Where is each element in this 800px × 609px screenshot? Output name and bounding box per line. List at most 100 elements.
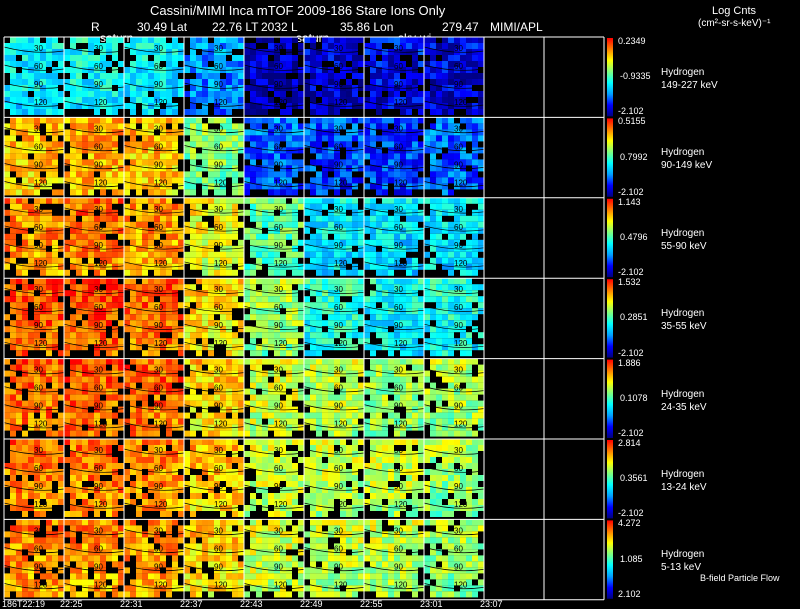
contour-line [423, 225, 485, 232]
colorbar-min: -2.102 [618, 267, 644, 278]
colorbar-mid: 0.4796 [620, 232, 648, 242]
contour-label: 90 [214, 402, 223, 411]
contour-label: 90 [334, 321, 343, 330]
species-name: Hydrogen [661, 469, 705, 480]
contour-label: 30 [34, 44, 43, 53]
contour-line [363, 547, 425, 554]
colorbar-min: -2.102 [618, 347, 644, 358]
contour-line [363, 422, 425, 429]
contour-line [3, 323, 65, 330]
contour-label: 30 [334, 446, 343, 455]
contour-label: 120 [334, 178, 348, 187]
contour-label: 90 [214, 562, 223, 571]
contour-label: 60 [274, 62, 283, 71]
lat-label: 30.49 Lat [137, 20, 188, 34]
contour-line [183, 422, 245, 429]
contour-line [183, 341, 245, 348]
contour-label: 30 [274, 285, 283, 294]
contour-line [123, 547, 185, 554]
contour-label: 120 [454, 580, 468, 589]
contour-label: 120 [94, 339, 108, 348]
contour-label: 60 [34, 303, 43, 312]
contour-line [63, 368, 125, 375]
species-name: Hydrogen [661, 388, 705, 400]
contour-line [123, 565, 185, 572]
contour-label: 30 [34, 366, 43, 375]
colorbar-max: 4.272 [618, 518, 641, 529]
contour-line [3, 565, 65, 572]
energy-range: 55-90 keV [661, 240, 707, 252]
contour-line [243, 145, 305, 152]
contour-label: 120 [94, 420, 108, 429]
contour-line [123, 100, 185, 107]
contour-label: 30 [454, 285, 463, 294]
contour-label: 60 [214, 142, 223, 151]
contour-line [3, 145, 65, 152]
colorbar [607, 279, 613, 358]
contour-line [423, 583, 485, 590]
x-tick-label: 23:01 [420, 599, 443, 609]
contour-label: 90 [334, 160, 343, 169]
x-tick-label: 22:55 [360, 599, 383, 609]
contour-label: 90 [94, 160, 103, 169]
contour-line [123, 82, 185, 89]
contour-label: 60 [214, 223, 223, 232]
contour-label: 60 [394, 464, 403, 473]
contour-line [3, 243, 65, 250]
contour-line [423, 261, 485, 268]
contour-label: 30 [154, 124, 163, 133]
contour-line [63, 404, 125, 411]
contour-label: 30 [274, 44, 283, 53]
x-tick-label: 22:31 [120, 599, 143, 609]
contour-label: 120 [274, 98, 288, 107]
heatmap-cell [184, 519, 244, 598]
contour-line [63, 163, 125, 170]
contour-line [63, 261, 125, 268]
contour-line [363, 583, 425, 590]
contour-line [183, 127, 245, 134]
contour-label: 30 [154, 446, 163, 455]
contour-label: 120 [94, 178, 108, 187]
heatmap-cell [124, 358, 184, 437]
contour-line [183, 305, 245, 312]
contour-line [123, 386, 185, 393]
contour-label: 30 [34, 205, 43, 214]
contour-line [63, 287, 125, 294]
contour-line [123, 145, 185, 152]
contour-label: 30 [394, 446, 403, 455]
contour-line [63, 565, 125, 572]
contour-label: 30 [454, 366, 463, 375]
contour-label: 60 [34, 223, 43, 232]
contour-label: 60 [34, 62, 43, 71]
contour-label: 120 [394, 98, 408, 107]
contour-label: 30 [34, 446, 43, 455]
contour-label: 30 [154, 366, 163, 375]
contour-line [363, 100, 425, 107]
contour-label: 30 [94, 366, 103, 375]
contour-label: 120 [34, 178, 48, 187]
contour-line [123, 484, 185, 491]
contour-line [303, 323, 365, 330]
contour-line [303, 225, 365, 232]
contour-line [63, 46, 125, 53]
contour-line [63, 484, 125, 491]
contour-line [363, 341, 425, 348]
contour-label: 90 [454, 402, 463, 411]
contour-line [303, 243, 365, 250]
species-name: Hydrogen [661, 227, 705, 239]
contour-label: 90 [274, 402, 283, 411]
contour-line [3, 127, 65, 134]
contour-label: 30 [214, 285, 223, 294]
contour-line [243, 368, 305, 375]
contour-label: 60 [94, 62, 103, 71]
contour-line [3, 583, 65, 590]
contour-label: 90 [34, 321, 43, 330]
contour-label: 90 [214, 241, 223, 250]
contour-line [63, 100, 125, 107]
contour-label: 90 [454, 80, 463, 89]
contour-line [3, 547, 65, 554]
contour-line [303, 529, 365, 536]
contour-label: 90 [34, 160, 43, 169]
contour-label: 30 [154, 44, 163, 53]
contour-label: 30 [454, 446, 463, 455]
